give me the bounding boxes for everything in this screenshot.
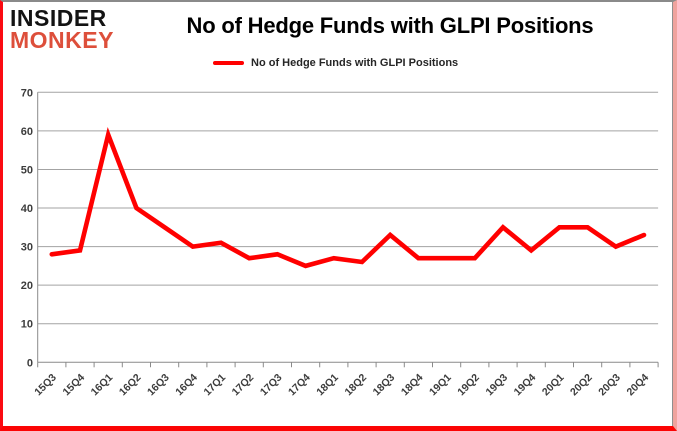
x-tick-label: 20Q4 bbox=[624, 372, 651, 399]
x-tick-label: 19Q1 bbox=[427, 372, 454, 399]
y-axis-label: 70 bbox=[21, 87, 33, 99]
y-axis-label: 0 bbox=[27, 357, 33, 369]
x-tick-label: 18Q4 bbox=[399, 372, 426, 399]
x-tick-label: 19Q4 bbox=[512, 372, 539, 399]
x-tick-label: 16Q2 bbox=[117, 372, 144, 399]
legend: No of Hedge Funds with GLPI Positions bbox=[213, 57, 458, 69]
x-tick-label: 16Q4 bbox=[173, 372, 200, 399]
y-axis-label: 20 bbox=[21, 280, 33, 292]
legend-label: No of Hedge Funds with GLPI Positions bbox=[251, 57, 459, 69]
x-tick-label: 19Q3 bbox=[483, 372, 510, 399]
x-tick-label: 16Q3 bbox=[145, 372, 172, 399]
x-tick-label: 16Q1 bbox=[89, 372, 116, 399]
y-axis-label: 50 bbox=[21, 164, 33, 176]
y-axis-label: 60 bbox=[21, 126, 33, 138]
series-line bbox=[49, 127, 647, 269]
legend-line-swatch bbox=[213, 61, 244, 65]
x-tick-label: 17Q1 bbox=[201, 372, 228, 399]
logo-line-monkey: MONKEY bbox=[10, 26, 114, 53]
x-tick-label: 20Q3 bbox=[596, 372, 623, 399]
y-axis-label: 30 bbox=[21, 242, 33, 254]
x-tick-label: 18Q3 bbox=[371, 372, 398, 399]
x-tick-label: 17Q3 bbox=[258, 372, 285, 399]
y-axis-label: 10 bbox=[21, 319, 33, 331]
chart-title: No of Hedge Funds with GLPI Positions bbox=[186, 13, 594, 38]
x-tick-label: 20Q2 bbox=[568, 372, 595, 399]
x-tick-label: 18Q2 bbox=[342, 372, 369, 399]
x-tick-label: 15Q3 bbox=[32, 372, 59, 399]
y-axis-label: 40 bbox=[21, 203, 33, 215]
insider-monkey-logo: INSIDER MONKEY bbox=[10, 5, 114, 53]
logo-line-insider: INSIDER bbox=[10, 5, 107, 31]
x-tick-label: 20Q1 bbox=[540, 372, 567, 399]
x-tick-label: 15Q4 bbox=[60, 372, 87, 399]
x-tick-label: 18Q1 bbox=[314, 372, 341, 399]
x-tick-label: 19Q2 bbox=[455, 372, 482, 399]
x-tick-label: 17Q4 bbox=[286, 372, 313, 399]
x-tick-label: 17Q2 bbox=[230, 372, 257, 399]
